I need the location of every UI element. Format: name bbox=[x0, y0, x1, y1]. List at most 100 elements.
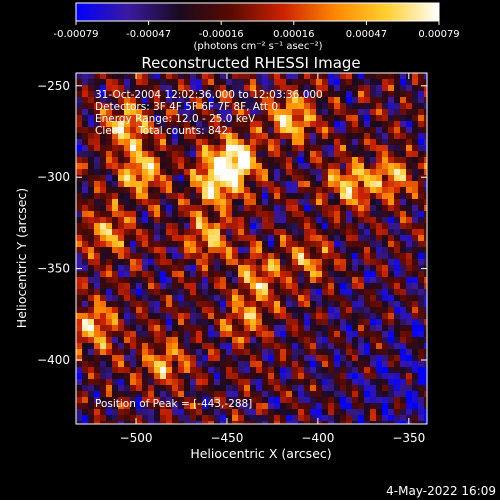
heatmap-cell bbox=[346, 283, 353, 290]
heatmap-cell bbox=[286, 79, 293, 86]
heatmap-cell bbox=[334, 79, 341, 86]
heatmap-cell bbox=[178, 115, 185, 122]
heatmap-cell bbox=[100, 199, 107, 206]
heatmap-cell bbox=[214, 169, 221, 176]
heatmap-cell bbox=[148, 361, 155, 368]
heatmap-cell bbox=[274, 121, 281, 128]
heatmap-cell bbox=[100, 295, 107, 302]
heatmap-cell bbox=[292, 301, 299, 308]
heatmap-cell bbox=[124, 271, 131, 278]
heatmap-cell bbox=[130, 73, 137, 80]
heatmap-cell bbox=[262, 157, 269, 164]
heatmap-cell bbox=[244, 133, 251, 140]
heatmap-cell bbox=[172, 421, 179, 424]
heatmap-cell bbox=[226, 175, 233, 182]
heatmap-cell bbox=[394, 319, 401, 326]
heatmap-cell bbox=[166, 259, 173, 266]
heatmap-cell bbox=[142, 319, 149, 326]
heatmap-cell bbox=[412, 415, 419, 422]
heatmap-cell bbox=[388, 241, 395, 248]
heatmap-cell bbox=[220, 145, 227, 152]
heatmap-cell bbox=[226, 331, 233, 338]
heatmap-cell bbox=[184, 289, 191, 296]
heatmap-cell bbox=[244, 211, 251, 218]
heatmap-cell bbox=[148, 421, 155, 424]
heatmap-cell bbox=[250, 415, 257, 422]
heatmap-cell bbox=[130, 85, 137, 92]
heatmap-cell bbox=[424, 277, 427, 284]
heatmap-cell bbox=[238, 157, 245, 164]
heatmap-cell bbox=[298, 295, 305, 302]
heatmap-cell bbox=[76, 409, 83, 416]
heatmap-cell bbox=[142, 247, 149, 254]
heatmap-cell bbox=[166, 313, 173, 320]
heatmap-cell bbox=[346, 403, 353, 410]
heatmap-cell bbox=[322, 337, 329, 344]
heatmap-cell bbox=[256, 199, 263, 206]
heatmap-cell bbox=[298, 277, 305, 284]
heatmap-cell bbox=[136, 331, 143, 338]
heatmap-cell bbox=[118, 391, 125, 398]
heatmap-cell bbox=[196, 91, 203, 98]
heatmap-cell bbox=[88, 325, 95, 332]
heatmap-cell bbox=[286, 187, 293, 194]
heatmap-cell bbox=[328, 169, 335, 176]
heatmap-cell bbox=[382, 127, 389, 134]
heatmap-cell bbox=[100, 403, 107, 410]
heatmap-cell bbox=[130, 277, 137, 284]
heatmap-cell bbox=[226, 145, 233, 152]
heatmap-cell bbox=[310, 415, 317, 422]
heatmap-cell bbox=[340, 379, 347, 386]
heatmap-cell bbox=[112, 247, 119, 254]
heatmap-cell bbox=[412, 169, 419, 176]
heatmap-cell bbox=[346, 337, 353, 344]
heatmap-cell bbox=[280, 139, 287, 146]
heatmap-cell bbox=[400, 379, 407, 386]
heatmap-cell bbox=[310, 103, 317, 110]
heatmap-cell bbox=[172, 277, 179, 284]
heatmap-cell bbox=[184, 235, 191, 242]
heatmap-cell bbox=[346, 355, 353, 362]
heatmap-cell bbox=[322, 259, 329, 266]
heatmap-cell bbox=[178, 121, 185, 128]
heatmap-cell bbox=[262, 85, 269, 92]
heatmap-cell bbox=[136, 385, 143, 392]
heatmap-cell bbox=[76, 205, 83, 212]
heatmap-cell bbox=[340, 73, 347, 80]
heatmap-cell bbox=[130, 319, 137, 326]
heatmap-cell bbox=[226, 361, 233, 368]
heatmap-cell bbox=[202, 253, 209, 260]
heatmap-cell bbox=[250, 121, 257, 128]
heatmap-cell bbox=[82, 415, 89, 422]
heatmap-cell bbox=[142, 229, 149, 236]
heatmap-cell bbox=[334, 373, 341, 380]
heatmap-cell bbox=[184, 295, 191, 302]
heatmap-cell bbox=[298, 361, 305, 368]
heatmap-cell bbox=[406, 157, 413, 164]
heatmap-cell bbox=[106, 373, 113, 380]
heatmap-cell bbox=[226, 337, 233, 344]
heatmap-cell bbox=[166, 121, 173, 128]
heatmap-cell bbox=[346, 373, 353, 380]
colorbar-unit-label: (photons cm⁻² s⁻¹ asec⁻²) bbox=[193, 41, 322, 52]
heatmap-cell bbox=[304, 97, 311, 104]
heatmap-cell bbox=[322, 325, 329, 332]
heatmap-cell bbox=[154, 391, 161, 398]
heatmap-cell bbox=[310, 253, 317, 260]
heatmap-cell bbox=[376, 373, 383, 380]
heatmap-cell bbox=[148, 265, 155, 272]
heatmap-cell bbox=[250, 109, 257, 116]
heatmap-cell bbox=[106, 343, 113, 350]
heatmap-cell bbox=[310, 235, 317, 242]
heatmap-cell bbox=[274, 337, 281, 344]
heatmap-cell bbox=[250, 259, 257, 266]
heatmap-cell bbox=[250, 331, 257, 338]
heatmap-cell bbox=[106, 289, 113, 296]
heatmap-cell bbox=[232, 109, 239, 116]
heatmap-cell bbox=[286, 193, 293, 200]
heatmap-cell bbox=[292, 403, 299, 410]
heatmap-cell bbox=[214, 217, 221, 224]
heatmap-cell bbox=[424, 139, 427, 146]
heatmap-cell bbox=[94, 175, 101, 182]
heatmap-cell bbox=[268, 301, 275, 308]
